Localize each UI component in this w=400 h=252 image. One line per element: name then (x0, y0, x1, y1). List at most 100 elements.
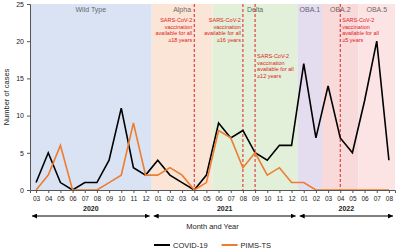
x-tick-label: 11 (277, 195, 284, 202)
x-tick-mark (292, 190, 293, 193)
annotation-text: ≥12 years (257, 73, 281, 79)
x-tick-label: 03 (33, 195, 41, 202)
legend-item: COVID-19 (154, 241, 208, 250)
x-axis-title: Month and Year (186, 222, 239, 231)
x-tick-label: 08 (94, 195, 102, 202)
x-tick-mark (340, 190, 341, 193)
x-tick-mark (255, 190, 256, 193)
annotation-text: available for all (342, 30, 379, 36)
x-tick-label: 04 (191, 195, 199, 202)
year-label: 2022 (339, 205, 355, 212)
x-tick: 05 (203, 190, 211, 202)
x-tick-label: 06 (361, 195, 369, 202)
y-tick: 0 (20, 187, 30, 194)
period-label: Wild Type (76, 6, 107, 14)
x-tick-mark (97, 190, 98, 193)
x-tick: 10 (264, 190, 272, 202)
x-tick: 12 (142, 190, 150, 202)
x-tick-label: 07 (82, 195, 90, 202)
annotation-text: SARS-CoV-2 (342, 17, 374, 23)
annotation-line (194, 4, 195, 190)
annotation-text: SARS-CoV-2 (257, 53, 289, 59)
x-tick: 01 (155, 190, 163, 202)
x-tick-label: 07 (374, 195, 382, 202)
x-axis-line (31, 191, 396, 194)
x-tick: 07 (374, 190, 382, 202)
annotation-text: vaccination (257, 60, 285, 66)
x-tick-label: 12 (288, 195, 296, 202)
y-tick: 10 (16, 112, 30, 119)
y-tick-mark (27, 78, 30, 79)
year-span-arrow (300, 216, 393, 217)
series-line (36, 123, 389, 190)
series-line (36, 41, 389, 190)
period-label: OBA.1 (300, 6, 321, 13)
x-tick: 08 (94, 190, 102, 202)
x-tick: 10 (118, 190, 126, 202)
x-tick: 06 (215, 190, 223, 202)
x-tick: 07 (228, 190, 236, 202)
y-tick-label: 0 (20, 187, 24, 194)
y-tick: 15 (16, 75, 30, 82)
x-tick-label: 05 (203, 195, 211, 202)
y-tick-mark (27, 41, 30, 42)
annotation-text: ≥16 years (217, 37, 241, 43)
x-tick: 09 (252, 190, 260, 202)
x-tick-mark (243, 190, 244, 193)
x-tick-label: 09 (252, 195, 260, 202)
x-tick: 03 (325, 190, 333, 202)
x-tick-label: 04 (45, 195, 53, 202)
x-tick-label: 06 (69, 195, 77, 202)
x-tick: 11 (277, 190, 284, 202)
year-span-arrow (32, 216, 150, 217)
x-tick-mark (231, 190, 232, 193)
x-tick-mark (279, 190, 280, 193)
legend-label: PIMS-TS (241, 241, 271, 250)
x-tick-mark (328, 190, 329, 193)
x-tick-label: 07 (228, 195, 236, 202)
x-tick-mark (73, 190, 74, 193)
x-tick: 06 (69, 190, 77, 202)
period-label: OBA.5 (366, 6, 387, 13)
x-tick-label: 11 (131, 195, 138, 202)
x-tick-label: 03 (179, 195, 187, 202)
x-tick-label: 02 (313, 195, 321, 202)
annotation-lines (194, 4, 340, 190)
x-tick-mark (389, 190, 390, 193)
legend-swatch (222, 244, 238, 246)
y-tick: 25 (16, 1, 30, 8)
x-tick-mark (267, 190, 268, 193)
x-tick-label: 08 (240, 195, 248, 202)
x-tick-label: 05 (349, 195, 357, 202)
x-tick: 08 (386, 190, 394, 202)
annotation-text: available for all (156, 30, 193, 36)
x-tick: 05 (349, 190, 357, 202)
x-tick-mark (316, 190, 317, 193)
x-tick-mark (121, 190, 122, 193)
x-tick-label: 10 (264, 195, 272, 202)
x-tick-label: 06 (215, 195, 223, 202)
y-axis-line (27, 5, 31, 191)
y-axis-title: Number of cases (2, 68, 11, 125)
x-tick-mark (304, 190, 305, 193)
period-label: Alpha (173, 6, 191, 14)
x-tick-mark (377, 190, 378, 193)
legend-item: PIMS-TS (222, 241, 271, 250)
annotation-text: vaccination (342, 24, 370, 30)
x-tick-label: 02 (167, 195, 175, 202)
x-tick-label: 01 (301, 195, 309, 202)
x-tick-mark (158, 190, 159, 193)
x-tick: 08 (240, 190, 248, 202)
x-tick-mark (133, 190, 134, 193)
x-tick-mark (206, 190, 207, 193)
x-tick: 04 (191, 190, 199, 202)
y-tick-label: 25 (16, 1, 24, 8)
annotation-text: vaccination (213, 24, 241, 30)
x-tick-mark (85, 190, 86, 193)
annotation-text: ≥5 years (342, 37, 363, 43)
annotation-text: ≥18 years (168, 37, 192, 43)
y-tick-label: 15 (16, 75, 24, 82)
y-axis: 0510152025 (16, 1, 30, 194)
x-tick: 06 (361, 190, 369, 202)
legend: COVID-19 PIMS-TS (154, 241, 271, 250)
